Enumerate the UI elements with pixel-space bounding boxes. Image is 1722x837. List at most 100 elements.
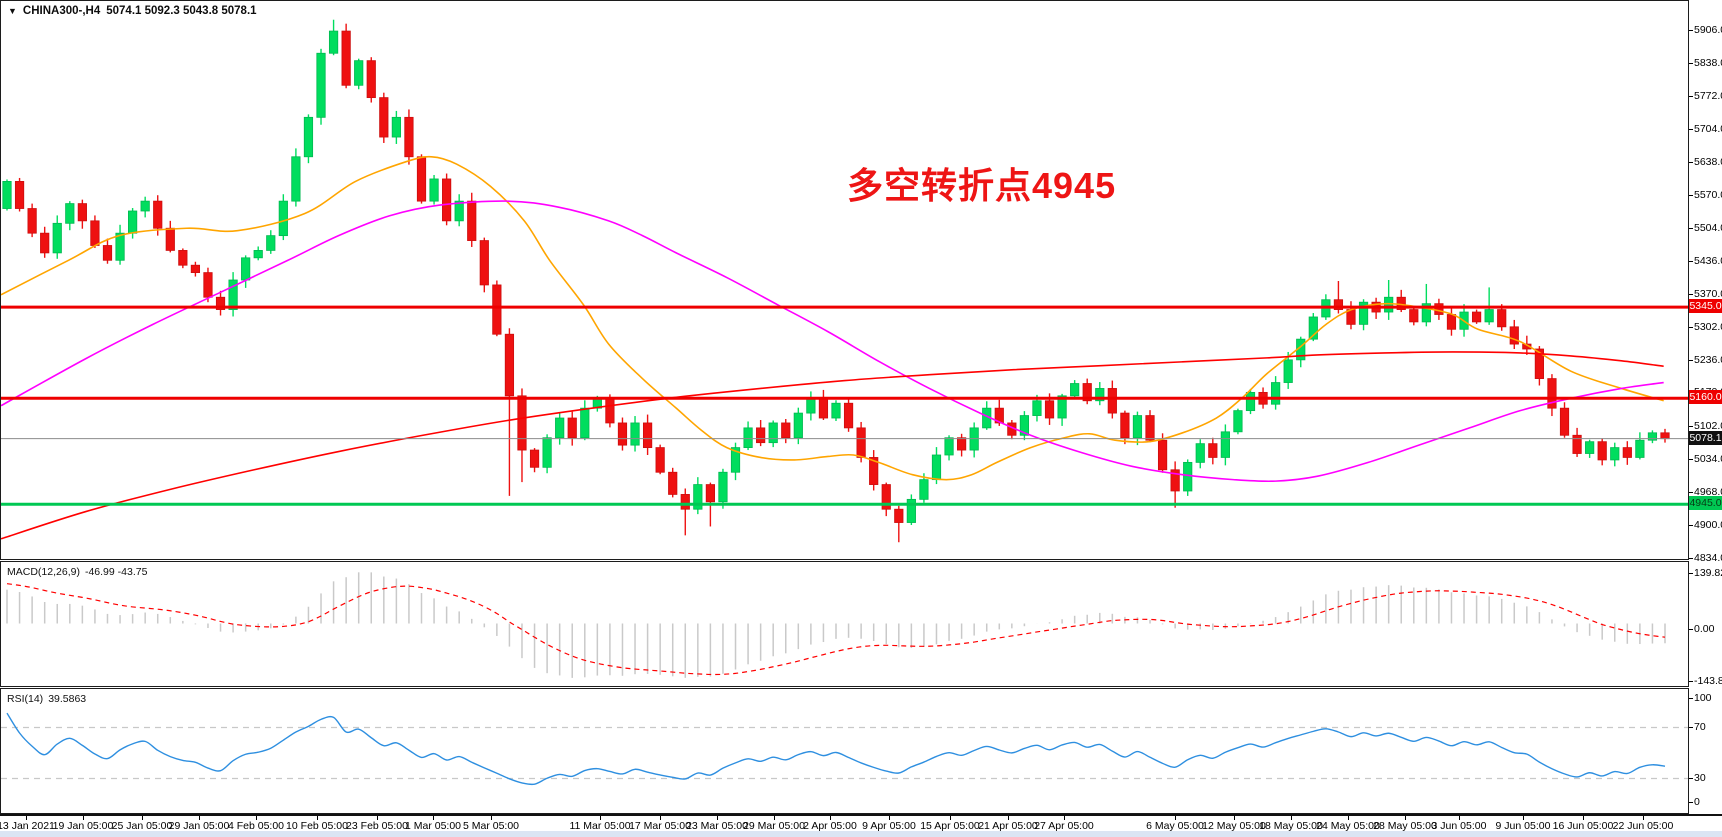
price-tick — [1689, 161, 1693, 163]
time-tick — [1291, 816, 1292, 820]
price-badge-4945.0: 4945.0 — [1689, 496, 1722, 511]
rsi-plot[interactable] — [1, 689, 1688, 813]
price-tick — [1689, 195, 1693, 197]
time-tick — [317, 816, 318, 820]
time-tick — [1459, 816, 1460, 820]
chart-title: ▼ CHINA300-,H4 5074.1 5092.3 5043.8 5078… — [8, 5, 257, 17]
price-badge-5160.0: 5160.0 — [1689, 390, 1722, 405]
ma-slow-red — [1, 351, 1664, 540]
price-tick — [1689, 525, 1693, 527]
price-tick — [1689, 227, 1693, 229]
time-label: 6 May 05:00 — [1146, 820, 1204, 832]
time-axis[interactable]: 13 Jan 2021 19 Jan 05:00 25 Jan 05:00 29 Ja… — [0, 814, 1722, 832]
time-tick — [1405, 816, 1406, 820]
time-tick — [1348, 816, 1349, 820]
time-label: 29 Mar 05:00 — [743, 820, 805, 832]
price-tick-label: 4900.0 — [1694, 519, 1722, 532]
rsi-label: RSI(14) 39.5863 — [7, 693, 87, 705]
price-tick — [1689, 29, 1693, 31]
macd-indicator-panel[interactable]: MACD(12,26,9) -46.99 -43.75 — [0, 561, 1689, 687]
time-tick — [600, 816, 601, 820]
time-label: 11 Mar 05:00 — [569, 820, 631, 832]
macd-tick — [1689, 681, 1693, 682]
time-tick — [433, 816, 434, 820]
macd-tick — [1689, 572, 1693, 574]
time-tick — [377, 816, 378, 820]
rsi-tick — [1689, 726, 1693, 728]
macd-tick — [1689, 628, 1693, 630]
time-label: 23 Mar 05:00 — [686, 820, 748, 832]
time-tick — [26, 816, 27, 820]
symbol-dropdown-icon[interactable]: ▼ — [8, 5, 17, 16]
symbol-period-label: CHINA300-,H4 — [22, 5, 101, 17]
time-tick — [717, 816, 718, 820]
macd-signal-line — [6, 583, 1666, 676]
price-tick-label: 5102.0 — [1694, 419, 1722, 432]
time-tick — [199, 816, 200, 820]
time-label: 4 Feb 05:00 — [227, 820, 285, 832]
price-tick — [1689, 327, 1693, 329]
ma-mid-magenta — [1, 200, 1664, 483]
rsi-indicator-panel[interactable]: RSI(14) 39.5863 — [0, 688, 1689, 814]
time-label: 17 Mar 05:00 — [629, 820, 691, 832]
time-label: 9 Jun 05:00 — [1495, 820, 1551, 832]
rsi-tick — [1689, 802, 1693, 803]
price-tick — [1689, 459, 1693, 461]
time-label: 1 Mar 05:00 — [404, 820, 462, 832]
time-tick — [83, 816, 84, 820]
price-badge-5345.0: 5345.0 — [1689, 299, 1722, 314]
macd-histogram — [6, 572, 1666, 678]
time-label: 3 Jun 05:00 — [1431, 820, 1487, 832]
price-tick — [1689, 293, 1693, 295]
price-badge-5078.1: 5078.1 — [1689, 430, 1722, 445]
price-tick — [1689, 261, 1693, 263]
rsi-axis-label: 100 — [1694, 692, 1712, 704]
time-label: 12 May 05:00 — [1202, 820, 1266, 832]
price-tick-label: 5034.0 — [1694, 453, 1722, 466]
time-tick — [1008, 816, 1009, 820]
time-label: 19 Jan 05:00 — [52, 820, 114, 832]
rsi-line — [6, 712, 1666, 786]
time-label: 25 Jan 05:00 — [111, 820, 173, 832]
annotation-text[interactable]: 多空转折点4945 — [847, 165, 1117, 206]
price-tick-label: 5570.0 — [1694, 189, 1722, 202]
time-label: 13 Jan 2021 — [0, 820, 55, 832]
ma-fast-orange — [1, 155, 1664, 481]
rsi-axis-label: 0 — [1694, 796, 1700, 808]
macd-plot[interactable] — [1, 562, 1688, 686]
main-price-panel[interactable]: ▼ CHINA300-,H4 5074.1 5092.3 5043.8 5078… — [0, 0, 1689, 560]
time-tick — [491, 816, 492, 820]
time-tick — [889, 816, 890, 820]
time-tick — [1523, 816, 1524, 820]
time-label: 15 Apr 05:00 — [920, 820, 980, 832]
price-tick-label: 5302.0 — [1694, 321, 1722, 334]
ohlc-values: 5074.1 5092.3 5043.8 5078.1 — [106, 5, 257, 17]
rsi-axis-label: 30 — [1694, 771, 1706, 784]
price-axis[interactable]: 5906.0 5838.0 5772.0 5704.0 5638.0 5570.0 5504… — [1689, 0, 1722, 831]
price-tick-label: 5504.0 — [1694, 221, 1722, 234]
time-tick — [1175, 816, 1176, 820]
price-tick — [1689, 95, 1693, 97]
time-label: 28 May 05:00 — [1373, 820, 1437, 832]
time-label: 10 Feb 05:00 — [286, 820, 348, 832]
rsi-tick — [1689, 777, 1693, 779]
price-tick — [1689, 425, 1693, 427]
time-label: 16 Jun 05:00 — [1552, 820, 1614, 832]
time-label: 18 May 05:00 — [1259, 820, 1323, 832]
rsi-value: 39.5863 — [48, 693, 87, 705]
rsi-tick — [1689, 698, 1693, 699]
macd-values: -46.99 -43.75 — [84, 566, 148, 578]
time-label: 2 Apr 05:00 — [803, 820, 857, 832]
macd-label: MACD(12,26,9) -46.99 -43.75 — [7, 566, 148, 578]
time-tick — [774, 816, 775, 820]
bottom-strip — [0, 831, 1722, 837]
time-tick — [830, 816, 831, 820]
price-tick-label: 5772.0 — [1694, 89, 1722, 102]
macd-axis-label: 0.00 — [1694, 622, 1715, 635]
price-tick — [1689, 129, 1693, 131]
price-tick — [1689, 558, 1693, 559]
price-tick-label: 5838.0 — [1694, 57, 1722, 70]
candlestick-plot[interactable] — [1, 1, 1688, 559]
time-tick — [142, 816, 143, 820]
time-tick — [1064, 816, 1065, 820]
